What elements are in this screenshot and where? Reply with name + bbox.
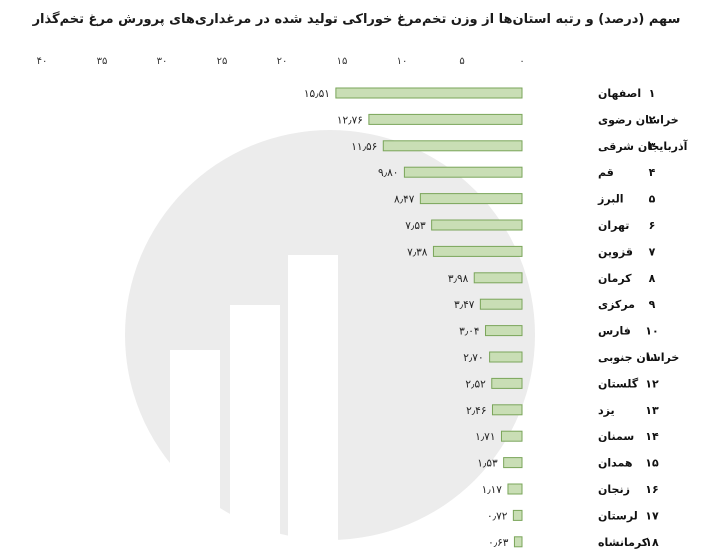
rank-label: ۷ — [649, 245, 656, 258]
bar — [507, 483, 523, 495]
chart-title: سهم (درصد) و رتبه استان‌ها از وزن تخم‌مر… — [32, 12, 681, 27]
bar — [473, 272, 523, 284]
category-label: گلستان — [598, 377, 639, 390]
bar — [513, 536, 523, 548]
category-label: خراسان رضوی — [598, 113, 679, 126]
category-label: قزوین — [598, 245, 633, 258]
bar — [479, 298, 523, 310]
value-label: ۱٫۷۱ — [475, 431, 495, 443]
category-label: البرز — [597, 193, 624, 206]
value-label: ۰٫۶۳ — [488, 537, 509, 549]
value-label: ۷٫۵۳ — [405, 220, 426, 232]
category-label: اصفهان — [598, 87, 641, 100]
bar — [368, 113, 523, 125]
rank-label: ۲ — [649, 113, 656, 126]
bar — [432, 245, 523, 257]
rank-label: ۴ — [649, 166, 656, 179]
value-label: ۱۵٫۵۱ — [304, 88, 330, 100]
category-label: فارس — [598, 325, 631, 338]
category-label: یزد — [598, 404, 615, 417]
rank-label: ۱۶ — [645, 483, 658, 496]
bar — [335, 87, 523, 99]
x-tick-label: ۴۰ — [37, 56, 48, 67]
rank-label: ۱۷ — [645, 509, 659, 522]
bar — [503, 457, 523, 469]
rank-label: ۹ — [649, 298, 656, 311]
value-label: ۱۲٫۷۶ — [337, 114, 363, 126]
value-label: ۲٫۵۲ — [465, 378, 486, 390]
x-tick-label: ۵ — [459, 56, 464, 67]
value-label: ۱٫۵۳ — [477, 458, 498, 470]
x-tick-label: ۳۵ — [97, 56, 108, 67]
x-tick-label: ۱۵ — [337, 56, 348, 67]
rank-label: ۱۵ — [645, 457, 659, 470]
bar — [500, 430, 523, 442]
bar — [489, 351, 523, 363]
x-tick-label: ۰ — [519, 56, 524, 67]
value-label: ۲٫۷۰ — [463, 352, 483, 364]
bar — [512, 509, 523, 521]
value-label: ۱۱٫۵۶ — [351, 141, 377, 153]
x-tick-label: ۱۰ — [397, 56, 408, 67]
category-label: کرمان — [598, 272, 632, 285]
category-label: قم — [598, 166, 614, 179]
category-label: مرکزی — [598, 298, 635, 311]
category-label: سمنان — [598, 430, 634, 443]
category-label: زنجان — [598, 483, 630, 496]
rank-label: ۱۳ — [645, 404, 659, 417]
value-label: ۷٫۳۸ — [407, 246, 428, 258]
value-label: ۳٫۴۷ — [454, 299, 475, 311]
value-label: ۳٫۹۸ — [448, 273, 469, 285]
x-tick-label: ۳۰ — [157, 56, 168, 67]
category-label: تهران — [598, 219, 629, 232]
bar — [403, 166, 523, 178]
rank-label: ۱ — [649, 87, 656, 100]
x-axis-ticks: ۰ ۵ ۱۰ ۱۵ ۲۰ ۲۵ ۳۰ ۳۵ ۴۰ — [37, 56, 525, 67]
rank-label: ۱۲ — [645, 377, 659, 390]
category-label: لرستان — [598, 509, 638, 522]
rank-label: ۵ — [649, 193, 656, 206]
rank-label: ۱۱ — [645, 351, 658, 364]
rank-label: ۳ — [649, 140, 656, 153]
value-label: ۰٫۷۲ — [487, 510, 508, 522]
bar — [491, 404, 523, 416]
bar — [491, 377, 523, 389]
value-label: ۸٫۴۷ — [394, 194, 415, 206]
category-label: همدان — [598, 457, 633, 470]
category-label: خراسان جنوبی — [598, 351, 679, 364]
category-label: کرمانشاه — [598, 536, 649, 549]
x-tick-label: ۲۰ — [277, 56, 288, 67]
bar — [382, 140, 523, 152]
rank-label: ۱۰ — [645, 325, 658, 338]
bar — [485, 325, 523, 337]
category-label: آذربایجان شرقی — [598, 139, 688, 153]
rank-label: ۱۸ — [645, 536, 659, 549]
rank-label: ۶ — [649, 219, 656, 232]
value-label: ۲٫۴۶ — [466, 405, 486, 417]
rank-label: ۱۴ — [645, 430, 659, 443]
value-label: ۹٫۸۰ — [378, 167, 398, 179]
value-label: ۳٫۰۴ — [459, 326, 479, 338]
rank-label: ۸ — [649, 272, 656, 285]
value-label: ۱٫۱۷ — [482, 484, 503, 496]
background-watermark — [125, 130, 535, 558]
bar — [431, 219, 523, 231]
x-tick-label: ۲۵ — [217, 56, 228, 67]
bar — [419, 193, 523, 205]
